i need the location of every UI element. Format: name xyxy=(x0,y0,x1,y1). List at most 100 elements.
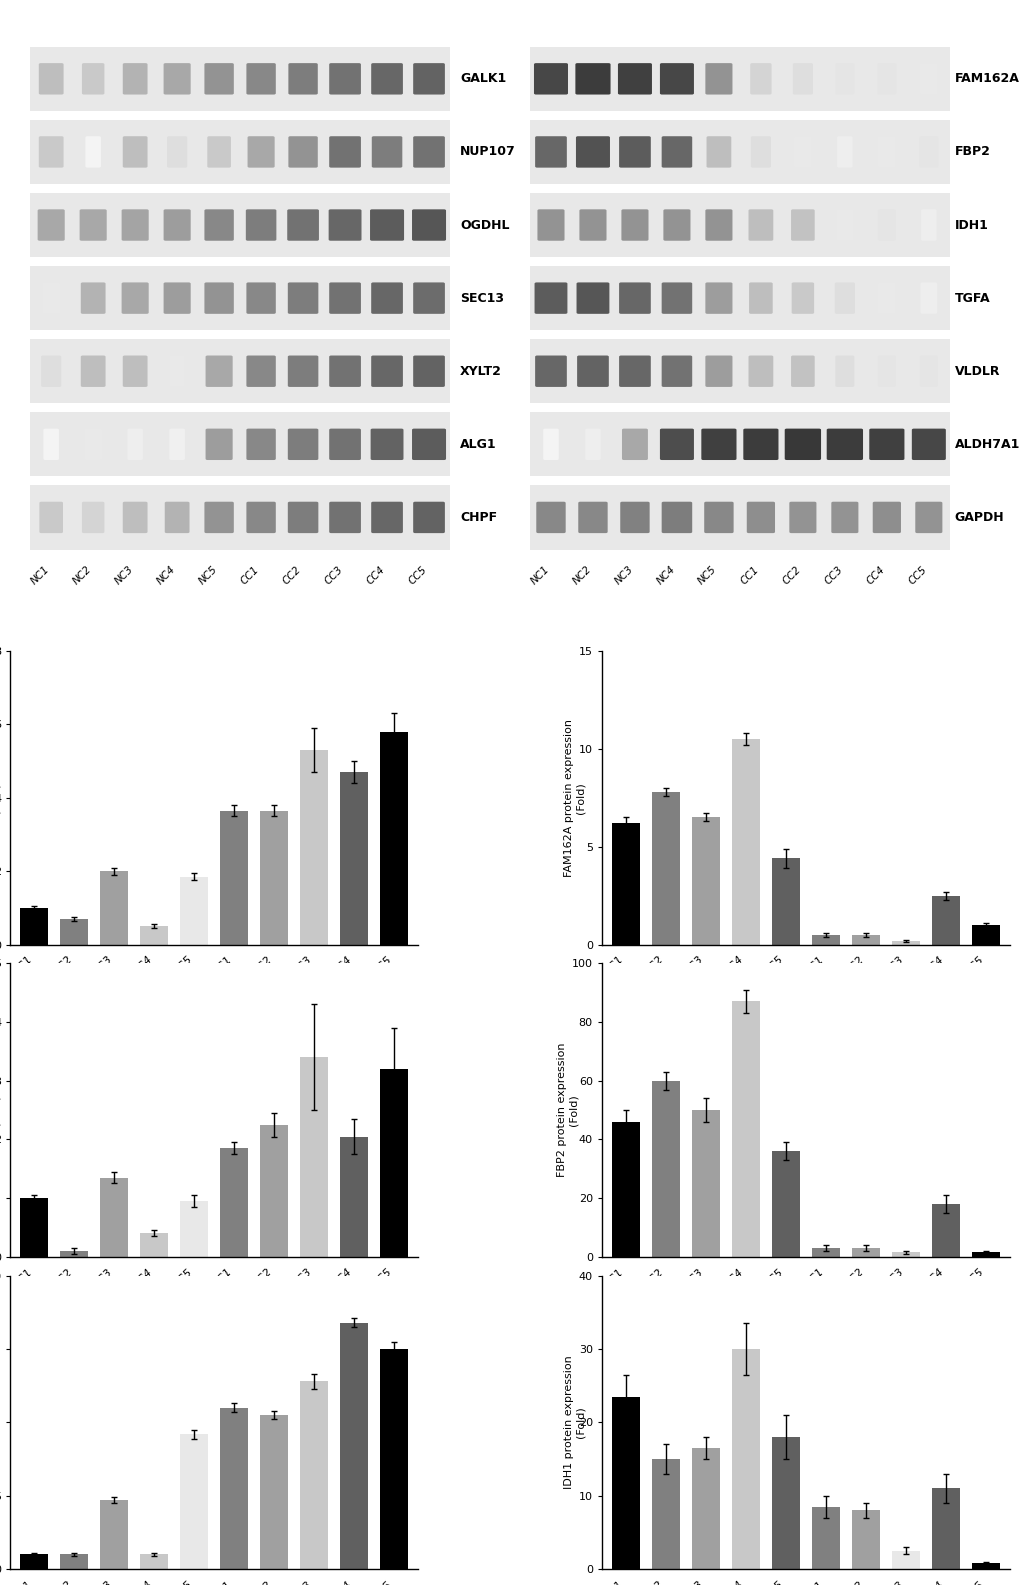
Text: CC2: CC2 xyxy=(281,564,303,586)
Bar xyxy=(60,1251,88,1257)
FancyBboxPatch shape xyxy=(701,428,736,460)
FancyBboxPatch shape xyxy=(791,282,813,314)
Text: NC5: NC5 xyxy=(197,564,219,586)
FancyBboxPatch shape xyxy=(661,282,692,314)
Text: GAPDH: GAPDH xyxy=(954,510,1004,525)
Y-axis label: IDH1 protein expression
(Fold): IDH1 protein expression (Fold) xyxy=(564,1355,585,1490)
Bar xyxy=(340,1136,368,1257)
Bar xyxy=(851,1247,879,1257)
FancyBboxPatch shape xyxy=(329,63,361,95)
FancyBboxPatch shape xyxy=(122,63,148,95)
Bar xyxy=(20,1555,48,1569)
FancyBboxPatch shape xyxy=(204,502,233,533)
FancyBboxPatch shape xyxy=(371,282,403,314)
FancyBboxPatch shape xyxy=(122,136,148,168)
FancyBboxPatch shape xyxy=(371,136,401,168)
FancyBboxPatch shape xyxy=(919,282,936,314)
Text: CC4: CC4 xyxy=(864,564,886,586)
FancyBboxPatch shape xyxy=(38,209,64,241)
FancyBboxPatch shape xyxy=(659,63,693,95)
FancyBboxPatch shape xyxy=(579,209,606,241)
Text: CC3: CC3 xyxy=(822,564,844,586)
FancyBboxPatch shape xyxy=(793,136,811,168)
FancyBboxPatch shape xyxy=(748,209,772,241)
Bar xyxy=(380,732,408,945)
Bar xyxy=(931,1205,959,1257)
Text: NC3: NC3 xyxy=(612,564,634,586)
FancyBboxPatch shape xyxy=(413,63,444,95)
Bar xyxy=(260,1125,288,1257)
Bar xyxy=(340,772,368,945)
FancyBboxPatch shape xyxy=(31,412,449,477)
FancyBboxPatch shape xyxy=(413,282,444,314)
FancyBboxPatch shape xyxy=(914,502,942,533)
Bar xyxy=(60,1555,88,1569)
Bar xyxy=(971,926,999,945)
Bar xyxy=(931,1488,959,1569)
FancyBboxPatch shape xyxy=(287,355,318,387)
Text: OGDHL: OGDHL xyxy=(460,219,510,231)
Text: SEC13: SEC13 xyxy=(460,292,503,304)
FancyBboxPatch shape xyxy=(911,428,945,460)
Text: CC3: CC3 xyxy=(323,564,344,586)
Bar xyxy=(180,1434,208,1569)
Text: CC2: CC2 xyxy=(781,564,802,586)
Bar xyxy=(220,810,248,945)
FancyBboxPatch shape xyxy=(576,282,608,314)
Bar xyxy=(891,1252,919,1257)
FancyBboxPatch shape xyxy=(706,136,731,168)
FancyBboxPatch shape xyxy=(530,193,949,257)
FancyBboxPatch shape xyxy=(746,502,774,533)
FancyBboxPatch shape xyxy=(42,282,60,314)
Bar xyxy=(140,1233,168,1257)
Bar xyxy=(300,1057,328,1257)
Text: CC5: CC5 xyxy=(906,564,928,586)
FancyBboxPatch shape xyxy=(31,46,449,111)
FancyBboxPatch shape xyxy=(750,63,770,95)
FancyBboxPatch shape xyxy=(167,136,187,168)
FancyBboxPatch shape xyxy=(659,428,693,460)
FancyBboxPatch shape xyxy=(371,63,403,95)
FancyBboxPatch shape xyxy=(619,136,650,168)
Text: NC3: NC3 xyxy=(113,564,135,586)
FancyBboxPatch shape xyxy=(536,502,566,533)
FancyBboxPatch shape xyxy=(662,209,690,241)
FancyBboxPatch shape xyxy=(578,502,607,533)
FancyBboxPatch shape xyxy=(169,355,184,387)
Text: GALK1: GALK1 xyxy=(460,73,505,86)
FancyBboxPatch shape xyxy=(576,136,609,168)
Bar xyxy=(340,1322,368,1569)
Bar xyxy=(971,1563,999,1569)
FancyBboxPatch shape xyxy=(41,355,61,387)
FancyBboxPatch shape xyxy=(163,63,191,95)
Text: CC4: CC4 xyxy=(365,564,386,586)
FancyBboxPatch shape xyxy=(705,355,732,387)
FancyBboxPatch shape xyxy=(705,63,732,95)
Bar xyxy=(731,1002,759,1257)
Text: NC2: NC2 xyxy=(570,564,592,586)
Bar xyxy=(731,739,759,945)
Bar xyxy=(731,1349,759,1569)
Bar xyxy=(20,1198,48,1257)
FancyBboxPatch shape xyxy=(288,63,318,95)
FancyBboxPatch shape xyxy=(784,428,820,460)
FancyBboxPatch shape xyxy=(835,355,854,387)
FancyBboxPatch shape xyxy=(121,209,149,241)
FancyBboxPatch shape xyxy=(534,63,568,95)
FancyBboxPatch shape xyxy=(31,339,449,404)
FancyBboxPatch shape xyxy=(247,63,275,95)
FancyBboxPatch shape xyxy=(204,282,233,314)
Text: NC4: NC4 xyxy=(654,564,677,586)
Text: NC4: NC4 xyxy=(155,564,177,586)
FancyBboxPatch shape xyxy=(206,428,232,460)
Bar xyxy=(771,859,799,945)
Bar xyxy=(651,792,679,945)
FancyBboxPatch shape xyxy=(877,282,895,314)
FancyBboxPatch shape xyxy=(825,428,862,460)
FancyBboxPatch shape xyxy=(82,502,104,533)
FancyBboxPatch shape xyxy=(81,282,105,314)
FancyBboxPatch shape xyxy=(530,46,949,111)
Text: TGFA: TGFA xyxy=(954,292,989,304)
FancyBboxPatch shape xyxy=(877,209,895,241)
FancyBboxPatch shape xyxy=(85,428,102,460)
